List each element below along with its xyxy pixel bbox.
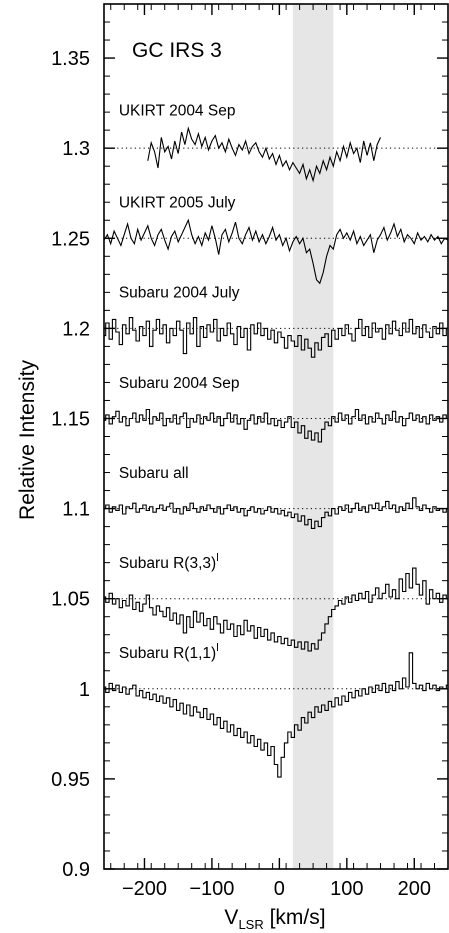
series-label-5: Subaru R(3,3)l <box>119 552 219 572</box>
x-axis-title: VLSR [km/s] <box>224 906 325 932</box>
series-layer <box>103 126 449 778</box>
y-tick-label-8: 1.3 <box>62 138 90 160</box>
series-trace-6 <box>104 652 448 778</box>
series-trace-2 <box>104 317 448 358</box>
x-tick-label-0: −200 <box>122 878 167 900</box>
plot-frame <box>103 3 449 870</box>
series-trace-1 <box>103 218 449 285</box>
series-label-4: Subaru all <box>119 465 189 482</box>
baseline-layer <box>104 147 448 690</box>
x-axis-title-rest: [km/s] <box>264 906 326 929</box>
x-tick-label-1: −100 <box>189 878 234 900</box>
x-tick-label-4: 200 <box>398 878 431 900</box>
y-tick-label-5: 1.15 <box>51 408 90 430</box>
y-tick-label-7: 1.25 <box>51 228 90 250</box>
y-axis-title: Relative Intensity <box>16 360 39 520</box>
y-tick-label-1: 0.95 <box>51 769 90 791</box>
shaded-velocity-band <box>292 4 334 869</box>
y-tick-label-3: 1.05 <box>51 589 90 611</box>
series-label-layer: UKIRT 2004 Sep UKIRT 2005 July Subaru 2004… <box>119 103 240 662</box>
series-trace-5 <box>104 567 448 652</box>
chart-title: GC IRS 3 <box>132 39 222 62</box>
series-trace-3 <box>104 408 448 443</box>
x-tick-label-3: 100 <box>330 878 363 900</box>
series-label-0: UKIRT 2004 Sep <box>119 103 236 120</box>
series-trace-0 <box>147 126 381 183</box>
y-tick-label-2: 1 <box>79 679 90 701</box>
tick-layer: 0.9 0.95 1 1.05 1.1 1.15 1.2 1.25 1.3 1.35 −200 −10… <box>51 3 449 900</box>
plot-frame-layer <box>103 3 449 870</box>
x-tick-label-2: 0 <box>274 878 285 900</box>
series-label-superscript-6: l <box>216 642 218 654</box>
series-label-3: Subaru 2004 Sep <box>119 375 240 392</box>
x-axis-title-subscript: LSR <box>238 917 263 932</box>
series-label-6: Subaru R(1,1)l <box>119 642 219 662</box>
y-tick-label-9: 1.35 <box>51 48 90 70</box>
y-tick-label-4: 1.1 <box>62 499 90 521</box>
x-axis-title-main: V <box>224 906 238 929</box>
series-label-1: UKIRT 2005 July <box>119 195 236 212</box>
series-trace-4 <box>104 497 448 529</box>
shaded-region-layer <box>292 4 334 869</box>
y-tick-label-6: 1.2 <box>62 318 90 340</box>
series-label-2: Subaru 2004 July <box>119 285 240 302</box>
series-label-superscript-5: l <box>216 552 218 564</box>
y-tick-label-0: 0.9 <box>62 859 90 881</box>
